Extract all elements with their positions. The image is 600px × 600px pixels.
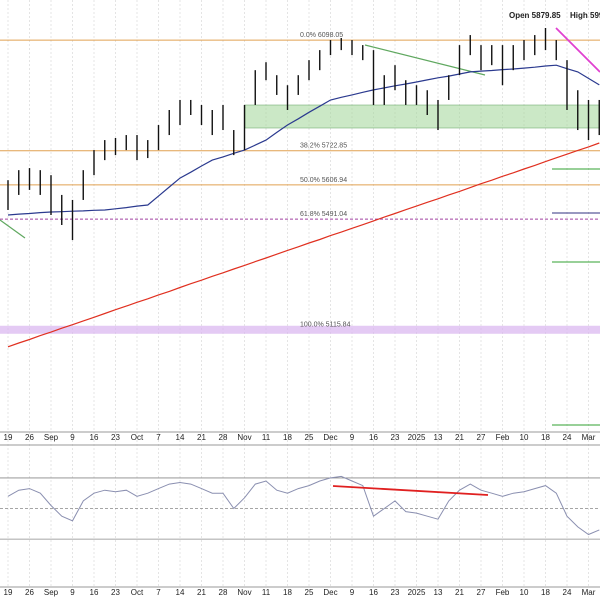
moving-average [7, 64, 600, 216]
header-open: Open 5879.85 [509, 11, 561, 20]
x-tick-label: 9 [70, 433, 75, 442]
rsi-line [7, 475, 600, 536]
fib-label: 38.2% 5722.85 [300, 143, 347, 150]
x-tick-label: Nov [237, 433, 251, 442]
trend-line [0, 219, 26, 239]
x-tick-label: 18 [541, 588, 550, 597]
x-tick-label: 21 [197, 588, 206, 597]
x-tick-label: Dec [323, 433, 337, 442]
x-tick-label: 7 [156, 433, 161, 442]
x-tick-label: Feb [496, 433, 510, 442]
x-tick-label: 25 [305, 588, 314, 597]
fib-label: 61.8% 5491.04 [300, 211, 347, 218]
support-zone [244, 104, 600, 129]
x-tick-label: 14 [176, 588, 185, 597]
x-tick-label: Dec [323, 588, 337, 597]
x-tick-label: 2025 [408, 588, 426, 597]
x-tick-label: 16 [90, 588, 99, 597]
x-tick-label: 9 [350, 433, 355, 442]
x-tick-label: 18 [283, 433, 292, 442]
x-tick-label: Oct [131, 433, 144, 442]
x-tick-label: 27 [477, 588, 486, 597]
trend-line [555, 27, 600, 73]
header-high: High 599 [570, 11, 600, 20]
x-tick-label: 28 [219, 433, 228, 442]
x-tick-label: 11 [262, 433, 271, 442]
x-tick-label: 21 [455, 433, 464, 442]
x-tick-label: 9 [70, 588, 75, 597]
x-tick-label: 7 [156, 588, 161, 597]
fib-label: 100.0% 5115.84 [300, 322, 351, 329]
x-tick-label: 16 [90, 433, 99, 442]
x-tick-label: 9 [350, 588, 355, 597]
x-tick-label: Sep [44, 588, 59, 597]
x-tick-label: 13 [434, 433, 443, 442]
x-tick-label: 19 [4, 433, 13, 442]
x-tick-label: 23 [111, 433, 120, 442]
x-tick-label: 13 [434, 588, 443, 597]
trend-line [364, 44, 486, 76]
moving-average [7, 142, 600, 348]
x-tick-label: 10 [520, 588, 529, 597]
x-tick-label: 18 [541, 433, 550, 442]
x-tick-label: Feb [496, 588, 510, 597]
x-tick-label: 28 [219, 588, 228, 597]
x-tick-label: Mar [582, 433, 596, 442]
x-tick-label: 23 [391, 588, 400, 597]
x-tick-label: Oct [131, 588, 144, 597]
fib-label: 0.0% 6098.05 [300, 32, 343, 39]
x-tick-label: Mar [582, 588, 596, 597]
x-tick-label: Sep [44, 433, 59, 442]
x-tick-label: 18 [283, 588, 292, 597]
x-tick-label: 21 [455, 588, 464, 597]
x-tick-label: 23 [391, 433, 400, 442]
fib-band [0, 325, 600, 334]
divergence-line [332, 485, 489, 496]
x-tick-label: 11 [262, 588, 271, 597]
x-tick-label: 25 [305, 433, 314, 442]
x-tick-label: 26 [25, 588, 34, 597]
x-tick-label: 24 [563, 433, 572, 442]
x-tick-label: 2025 [408, 433, 426, 442]
x-tick-label: 26 [25, 433, 34, 442]
x-tick-label: Nov [237, 588, 251, 597]
x-tick-label: 27 [477, 433, 486, 442]
x-tick-label: 16 [369, 588, 378, 597]
x-tick-label: 10 [520, 433, 529, 442]
x-tick-label: 21 [197, 433, 206, 442]
x-tick-label: 24 [563, 588, 572, 597]
x-tick-label: 14 [176, 433, 185, 442]
x-tick-label: 16 [369, 433, 378, 442]
x-tick-label: 19 [4, 588, 13, 597]
x-tick-label: 23 [111, 588, 120, 597]
fib-label: 50.0% 5606.94 [300, 177, 347, 184]
